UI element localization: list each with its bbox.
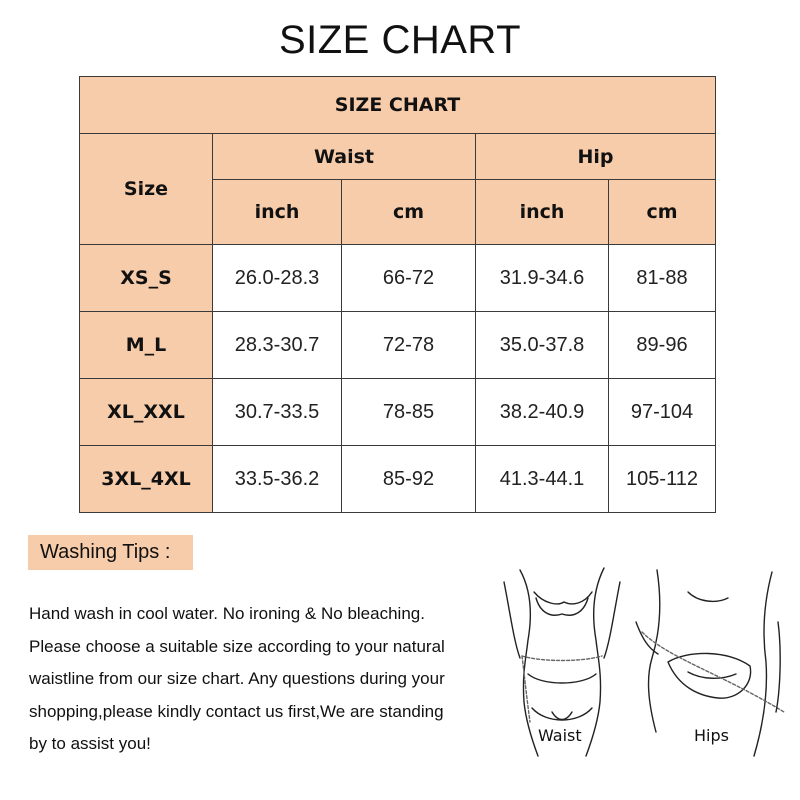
size-label: M_L bbox=[79, 311, 213, 379]
table-cell: 97-104 bbox=[607, 378, 717, 446]
table-cell: 38.2-40.9 bbox=[475, 378, 609, 446]
page-title: SIZE CHART bbox=[278, 18, 522, 62]
tips-line: Please choose a suitable size according … bbox=[29, 636, 445, 656]
table-cell: 33.5-36.2 bbox=[212, 445, 342, 513]
unit-header: inch bbox=[212, 179, 342, 245]
size-label: XS_S bbox=[79, 244, 213, 312]
group-header-row: Size Waist Hip bbox=[79, 133, 717, 245]
table-cell: 72-78 bbox=[341, 311, 476, 379]
table-cell: 105-112 bbox=[607, 445, 717, 513]
measurement-illustration bbox=[503, 567, 785, 757]
unit-header: inch bbox=[475, 179, 609, 245]
size-label: XL_XXL bbox=[79, 378, 213, 446]
hips-illustration-label: Hips bbox=[694, 726, 729, 745]
unit-header: cm bbox=[341, 179, 476, 245]
waist-figure-icon bbox=[503, 567, 621, 757]
table-cell: 78-85 bbox=[341, 378, 476, 446]
size-chart-table: SIZE CHART Size Waist Hip inch cm inch c… bbox=[78, 76, 717, 513]
table-cell: 26.0-28.3 bbox=[212, 244, 342, 312]
tips-line: Hand wash in cool water. No ironing & No… bbox=[29, 604, 425, 623]
table-title-row: SIZE CHART bbox=[78, 76, 717, 134]
size-column-header: Size bbox=[79, 133, 213, 245]
tips-line: shopping,please kindly contact us first,… bbox=[29, 701, 444, 721]
size-label: 3XL_4XL bbox=[79, 445, 213, 513]
table-cell: 31.9-34.6 bbox=[475, 244, 609, 312]
washing-tips-label: Washing Tips : bbox=[28, 535, 193, 570]
tips-line: by to assist you! bbox=[29, 734, 151, 753]
waist-illustration-label: Waist bbox=[538, 726, 582, 745]
tips-line: waistline from our size chart. Any quest… bbox=[29, 669, 445, 688]
table-cell: 89-96 bbox=[607, 311, 717, 379]
table-row: M_L 28.3-30.7 72-78 35.0-37.8 89-96 bbox=[79, 311, 717, 379]
table-title: SIZE CHART bbox=[78, 76, 717, 134]
table-cell: 30.7-33.5 bbox=[212, 378, 342, 446]
table-cell: 35.0-37.8 bbox=[475, 311, 609, 379]
table-row: XL_XXL 30.7-33.5 78-85 38.2-40.9 97-104 bbox=[79, 378, 717, 446]
table-row: XS_S 26.0-28.3 66-72 31.9-34.6 81-88 bbox=[79, 244, 717, 312]
hip-group-header: Hip bbox=[474, 133, 717, 180]
unit-header: cm bbox=[607, 179, 717, 245]
table-row: 3XL_4XL 33.5-36.2 85-92 41.3-44.1 105-11… bbox=[79, 445, 717, 513]
table-cell: 81-88 bbox=[607, 244, 717, 312]
waist-group-header: Waist bbox=[212, 133, 476, 180]
table-cell: 41.3-44.1 bbox=[475, 445, 609, 513]
table-cell: 66-72 bbox=[341, 244, 476, 312]
unit-header-row: inch cm inch cm bbox=[80, 179, 717, 245]
table-cell: 85-92 bbox=[341, 445, 476, 513]
table-cell: 28.3-30.7 bbox=[212, 311, 342, 379]
hips-figure-icon bbox=[635, 569, 785, 757]
washing-tips-text: Hand wash in cool water. No ironing & No… bbox=[29, 598, 489, 761]
